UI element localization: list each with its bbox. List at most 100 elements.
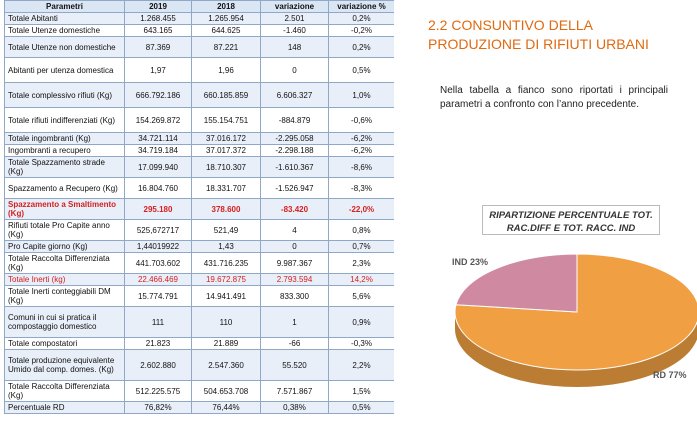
cell-variazione-pct: -8,3% <box>328 177 394 199</box>
cell-parametro: Totale Spazzamento strade (Kg) <box>4 156 125 178</box>
cell-variazione-pct: -6,2% <box>328 132 394 145</box>
table-row: Rifiuti totale Pro Capite anno (Kg) 525,6… <box>4 219 394 241</box>
cell-2019: 1.268.455 <box>124 12 192 25</box>
cell-parametro: Totale Raccolta Differenziata (Kg) <box>4 380 125 402</box>
cell-variazione: 55.520 <box>260 349 329 381</box>
cell-variazione-pct: 1,0% <box>328 82 394 108</box>
cell-parametro: Totale Inerti (kg) <box>4 273 125 286</box>
cell-parametro: Ingombranti a recupero <box>4 144 125 157</box>
cell-parametro: Spazzamento a Smaltimento (Kg) <box>4 198 125 220</box>
cell-parametro: Totale Abitanti <box>4 12 125 25</box>
cell-2019: 154.269.872 <box>124 107 192 133</box>
table-row: Pro Capite giorno (Kg) 1,44019922 1,43 0 0,7… <box>4 240 394 253</box>
cell-parametro: Totale Utenze domestiche <box>4 24 125 37</box>
cell-variazione-pct: -8,6% <box>328 156 394 178</box>
cell-variazione-pct: 1,5% <box>328 380 394 402</box>
cell-parametro: Rifiuti totale Pro Capite anno (Kg) <box>4 219 125 241</box>
table-row: Percentuale RD 76,82% 76,44% 0,38% 0,5% <box>4 401 394 414</box>
pie-chart: IND 23% RD 77% <box>452 253 697 387</box>
cell-variazione: 4 <box>260 219 329 241</box>
table-row: Totale Spazzamento strade (Kg) 17.099.940… <box>4 156 394 178</box>
parameters-table: Parametri 2019 2018 variazione variazion… <box>4 0 394 414</box>
cell-parametro: Totale ingombranti (Kg) <box>4 132 125 145</box>
cell-variazione: -1.610.367 <box>260 156 329 178</box>
cell-2019: 1,44019922 <box>124 240 192 253</box>
cell-variazione: -83.420 <box>260 198 329 220</box>
cell-2019: 512.225.575 <box>124 380 192 402</box>
cell-variazione: 9.987.367 <box>260 252 329 274</box>
cell-variazione-pct: 14,2% <box>328 273 394 286</box>
cell-variazione-pct: 0,7% <box>328 240 394 253</box>
header-2018: 2018 <box>191 0 261 13</box>
table-body: Totale Abitanti 1.268.455 1.265.954 2.501 0,… <box>4 12 394 414</box>
cell-2019: 643.165 <box>124 24 192 37</box>
cell-variazione: 0,38% <box>260 401 329 414</box>
cell-2019: 87.369 <box>124 36 192 58</box>
cell-variazione-pct: -0,2% <box>328 24 394 37</box>
cell-variazione-pct: 5,6% <box>328 285 394 307</box>
cell-2019: 111 <box>124 306 192 338</box>
cell-variazione: 2.501 <box>260 12 329 25</box>
table-row: Totale Raccolta Differenziata (Kg) 512.22… <box>4 380 394 402</box>
cell-variazione-pct: -22,0% <box>328 198 394 220</box>
cell-variazione: -2.295.058 <box>260 132 329 145</box>
table-row: Spazzamento a Recupero (Kg) 16.804.760 18.… <box>4 177 394 199</box>
cell-2018: 37.017.372 <box>191 144 261 157</box>
cell-parametro: Percentuale RD <box>4 401 125 414</box>
chart-title: RIPARTIZIONE PERCENTUALE TOT. RAC.DIFF E… <box>482 205 660 235</box>
cell-2018: 1.265.954 <box>191 12 261 25</box>
table-row: Totale Inerti (kg) 22.466.469 19.672.875 2.… <box>4 273 394 286</box>
cell-variazione: 833.300 <box>260 285 329 307</box>
cell-variazione: -884.879 <box>260 107 329 133</box>
cell-variazione: 0 <box>260 240 329 253</box>
cell-2018: 1,43 <box>191 240 261 253</box>
cell-variazione-pct: 0,2% <box>328 36 394 58</box>
cell-2019: 22.466.469 <box>124 273 192 286</box>
cell-variazione-pct: 0,9% <box>328 306 394 338</box>
cell-2019: 2.602.880 <box>124 349 192 381</box>
table-row: Totale Utenze non domestiche 87.369 87.221… <box>4 36 394 58</box>
parameters-table-container: Parametri 2019 2018 variazione variazion… <box>4 0 394 423</box>
table-row: Ingombranti a recupero 34.719.184 37.017.3… <box>4 144 394 157</box>
cell-2018: 504.653.708 <box>191 380 261 402</box>
cell-2019: 17.099.940 <box>124 156 192 178</box>
pie-slice-ind <box>455 253 578 313</box>
cell-2018: 431.716.235 <box>191 252 261 274</box>
cell-variazione: -66 <box>260 337 329 350</box>
cell-2018: 644.625 <box>191 24 261 37</box>
table-row: Totale Abitanti 1.268.455 1.265.954 2.501 0,… <box>4 12 394 25</box>
cell-2019: 34.719.184 <box>124 144 192 157</box>
cell-2018: 378.600 <box>191 198 261 220</box>
cell-2019: 1,97 <box>124 57 192 83</box>
cell-2018: 1,96 <box>191 57 261 83</box>
cell-parametro: Totale Raccolta Differenziata (Kg) <box>4 252 125 274</box>
table-row: Totale ingombranti (Kg) 34.721.114 37.016.… <box>4 132 394 145</box>
cell-variazione-pct: 0,5% <box>328 57 394 83</box>
cell-parametro: Comuni in cui si pratica il compostaggio… <box>4 306 125 338</box>
cell-variazione-pct: 0,5% <box>328 401 394 414</box>
cell-2018: 21.889 <box>191 337 261 350</box>
cell-parametro: Abitanti per utenza domestica <box>4 57 125 83</box>
cell-2018: 87.221 <box>191 36 261 58</box>
pie-side-wall <box>455 312 697 387</box>
header-parametri: Parametri <box>4 0 125 13</box>
cell-variazione: 0 <box>260 57 329 83</box>
cell-parametro: Totale produzione equivalente Umido dal … <box>4 349 125 381</box>
header-2019: 2019 <box>124 0 192 13</box>
cell-2018: 19.672.875 <box>191 273 261 286</box>
cell-parametro: Spazzamento a Recupero (Kg) <box>4 177 125 199</box>
cell-2019: 34.721.114 <box>124 132 192 145</box>
table-header-row: Parametri 2019 2018 variazione variazion… <box>4 0 394 13</box>
section-heading: 2.2 CONSUNTIVO DELLA PRODUZIONE DI RIFIU… <box>428 17 649 52</box>
pie-label-rd: RD 77% <box>653 370 687 380</box>
cell-2019: 16.804.760 <box>124 177 192 199</box>
cell-2018: 14.941.491 <box>191 285 261 307</box>
table-row: Totale Inerti conteggiabili DM (Kg) 15.77… <box>4 285 394 307</box>
cell-variazione: 7.571.867 <box>260 380 329 402</box>
cell-2019: 76,82% <box>124 401 192 414</box>
chart-title-line-1: RIPARTIZIONE PERCENTUALE TOT. <box>489 210 653 221</box>
cell-2018: 18.331.707 <box>191 177 261 199</box>
table-row: Totale Utenze domestiche 643.165 644.625 -1… <box>4 24 394 37</box>
chart-title-line-2: RAC.DIFF E TOT. RACC. IND <box>506 223 636 234</box>
table-row: Totale rifiuti indifferenziati (Kg) 154.2… <box>4 107 394 133</box>
